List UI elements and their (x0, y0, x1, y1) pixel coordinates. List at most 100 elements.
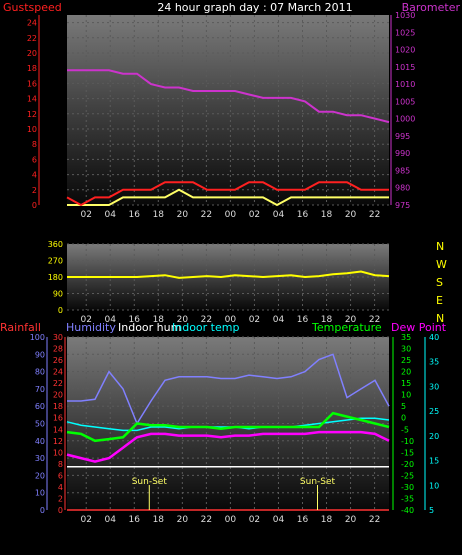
dew-point-tick: 25 (429, 407, 439, 416)
panel2-x-tick: 02 (249, 315, 260, 325)
panel1-grid: 0246810121416182022249759809859909951000… (27, 11, 416, 220)
direction-tick: 270 (48, 257, 63, 266)
rainfall-tick: 8 (58, 460, 63, 469)
barometer-tick: 995 (395, 132, 410, 141)
barometer-tick: 985 (395, 166, 410, 175)
temperature-tick: -40 (401, 506, 414, 515)
direction-tick: 90 (53, 290, 63, 299)
direction-tick: 0 (58, 306, 63, 315)
humidity-tick: 40 (35, 437, 45, 446)
legend-indoor-temp: Indoor temp (172, 321, 239, 334)
temperature-tick: -30 (401, 483, 414, 492)
panel1-x-tick: 00 (225, 210, 237, 220)
panel3-x-tick: 22 (201, 515, 212, 525)
sunset-label: Sun-Set (300, 477, 336, 487)
humidity-tick: 20 (35, 471, 45, 480)
panel3-x-tick: 18 (321, 515, 333, 525)
dew-point-tick: 20 (429, 432, 439, 441)
temperature-tick: 5 (401, 402, 406, 411)
dew-point-tick: 15 (429, 457, 439, 466)
humidity-series (67, 353, 390, 426)
rainfall-tick: 4 (58, 483, 63, 492)
panel3-x-tick: 20 (345, 515, 357, 525)
gustspeed-tick: 10 (27, 125, 37, 134)
panel1-x-tick: 02 (80, 210, 91, 220)
rainfall-tick: 18 (53, 402, 63, 411)
legend-dew-point: Dew Point (391, 321, 447, 334)
panel1-x-tick: 02 (249, 210, 260, 220)
panel1-x-tick: 18 (321, 210, 333, 220)
gustspeed-tick: 24 (27, 19, 37, 28)
temperature-tick: -10 (401, 437, 414, 446)
chart-title: 24 hour graph day : 07 March 2011 (157, 1, 352, 14)
gustspeed-tick: 0 (32, 201, 37, 210)
humidity-tick: 0 (40, 506, 45, 515)
gustspeed-tick: 20 (27, 49, 37, 58)
barometer-tick: 1010 (395, 80, 415, 89)
panel2-x-tick: 02 (80, 315, 91, 325)
temperature-series (66, 411, 390, 443)
temperature-tick: -35 (401, 494, 414, 503)
temperature-tick: 0 (401, 414, 406, 423)
rainfall-tick: 6 (58, 471, 63, 480)
temperature-tick: -5 (401, 425, 409, 434)
temperature-tick: -20 (401, 460, 414, 469)
panel3-grid: 0102030405060708090100024681012141618202… (30, 333, 439, 525)
panel1-x-tick: 04 (273, 210, 285, 220)
panel2-series (67, 270, 390, 279)
rainfall-tick: 12 (53, 437, 63, 446)
barometer-tick: 1020 (395, 46, 415, 55)
gustspeed-series (66, 181, 389, 207)
barometer-axis-title: Barometer (402, 1, 461, 14)
barometer-tick: 1000 (395, 115, 415, 124)
sunset-annotations: Sun-Set Sun-Set (132, 477, 336, 510)
panel2-x-tick: 22 (369, 315, 380, 325)
panel3-series (66, 353, 390, 511)
panel1-x-tick: 18 (153, 210, 165, 220)
sunset-label: Sun-Set (132, 477, 168, 487)
gustspeed-tick: 18 (27, 64, 37, 73)
compass-label: N (436, 312, 444, 325)
panel2-x-tick: 04 (105, 315, 117, 325)
dew-point-tick: 10 (429, 481, 439, 490)
direction-tick: 360 (48, 240, 63, 249)
dew-point-tick: 30 (429, 382, 439, 391)
panel3-x-tick: 04 (273, 515, 285, 525)
panel2-x-tick: 18 (153, 315, 165, 325)
dew-point-series (66, 430, 390, 463)
barometer-tick: 975 (395, 201, 410, 210)
temperature-tick: 20 (401, 368, 411, 377)
panel1-series (66, 69, 390, 207)
dew-point-tick: 40 (429, 333, 439, 342)
legend-rainfall: Rainfall (0, 321, 41, 334)
rainfall-tick: 16 (53, 414, 63, 423)
temperature-tick: 15 (401, 379, 411, 388)
panel3-x-tick: 02 (249, 515, 260, 525)
panel1-x-tick: 16 (297, 210, 309, 220)
panel2-x-tick: 16 (129, 315, 141, 325)
panel3-x-tick: 20 (177, 515, 189, 525)
barometer-tick: 1015 (395, 63, 415, 72)
rainfall-tick: 2 (58, 494, 63, 503)
humidity-tick: 70 (35, 385, 45, 394)
panel3-x-tick: 18 (153, 515, 165, 525)
rainfall-tick: 26 (53, 356, 63, 365)
panel1-x-tick: 20 (345, 210, 357, 220)
panel3-x-tick: 16 (297, 515, 309, 525)
rainfall-tick: 10 (53, 448, 63, 457)
humidity-tick: 60 (35, 402, 45, 411)
compass-label: W (436, 258, 447, 271)
gustspeed-tick: 16 (27, 79, 37, 88)
gustspeed-tick: 4 (32, 171, 37, 180)
wind-direction-series (67, 270, 390, 279)
panel2-x-tick: 00 (225, 315, 237, 325)
legend-temperature: Temperature (311, 321, 382, 334)
gustspeed-tick: 2 (32, 186, 37, 195)
humidity-tick: 10 (35, 489, 45, 498)
rainfall-tick: 14 (53, 425, 63, 434)
panel2-x-tick: 20 (177, 315, 189, 325)
compass-label: E (436, 294, 443, 307)
panel3-x-tick: 04 (105, 515, 117, 525)
barometer-tick: 1030 (395, 11, 415, 20)
dew-point-tick: 35 (429, 358, 439, 367)
